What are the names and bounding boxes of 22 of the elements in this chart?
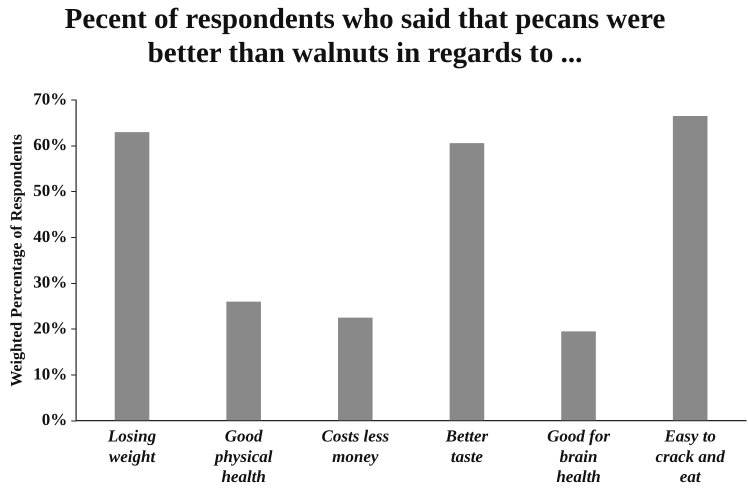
y-tick-label: 10% — [33, 364, 68, 384]
bar — [226, 302, 261, 420]
y-tick-label: 60% — [33, 135, 68, 154]
bar — [672, 116, 708, 420]
y-tick-label: 20% — [33, 318, 68, 338]
x-tick-label: Good physical health — [212, 426, 273, 486]
x-tick-label: Good for brain health — [547, 426, 610, 486]
bar — [450, 143, 484, 420]
bar — [114, 132, 150, 420]
bar — [338, 318, 373, 420]
y-tick-label: 0% — [42, 410, 68, 430]
x-tick-label: Better taste — [444, 426, 489, 466]
y-tick-label: 70% — [33, 89, 68, 108]
x-tick-label: Easy to crack and eat — [655, 426, 726, 486]
bar — [561, 331, 596, 420]
y-tick-label: 30% — [33, 272, 68, 292]
y-tick-label: 40% — [33, 226, 68, 246]
chart-title: Pecent of respondents who said that pecans were better than walnuts in regards to ... — [64, 2, 666, 70]
x-tick-label: Losing weight — [106, 426, 157, 466]
y-axis-title: Weighted Percentage of Respondents — [8, 134, 26, 387]
x-tick-label: Costs less money — [322, 426, 390, 466]
y-tick-label: 50% — [33, 181, 68, 200]
